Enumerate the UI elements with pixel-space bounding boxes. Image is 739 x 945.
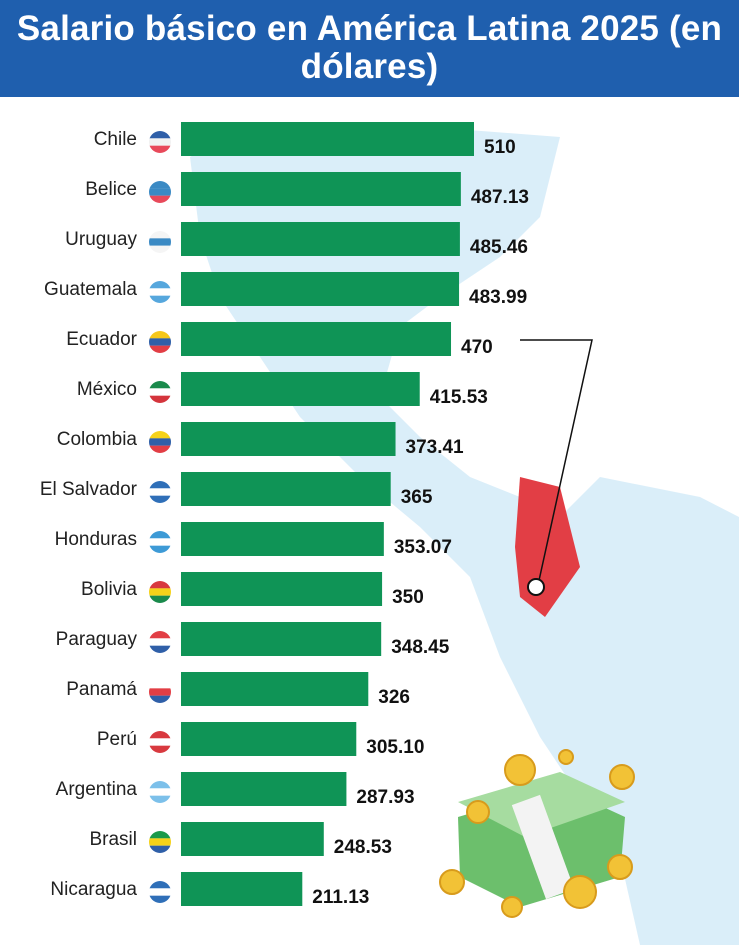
coin-icon <box>466 800 490 824</box>
callout-line <box>520 339 593 586</box>
flag-icon <box>149 181 171 203</box>
chart-title: Salario básico en América Latina 2025 (e… <box>0 0 739 86</box>
value-label: 305.10 <box>366 737 424 758</box>
bar-row: Guatemala 483.99 <box>44 272 527 308</box>
flag-icon <box>149 581 171 603</box>
bar-row: Paraguay 348.45 <box>56 622 450 658</box>
flag-icon <box>149 831 171 853</box>
value-label: 510 <box>484 137 516 158</box>
coin-icon <box>439 869 465 895</box>
value-label: 353.07 <box>394 537 452 558</box>
bar-row: México 415.53 <box>77 372 488 408</box>
value-label: 348.45 <box>391 637 450 658</box>
bar <box>181 672 369 706</box>
bar <box>181 372 420 406</box>
flag-icon <box>149 481 171 503</box>
value-label: 483.99 <box>469 287 527 308</box>
title-banner: Salario básico en América Latina 2025 (e… <box>0 0 739 97</box>
bar-row: Argentina 287.93 <box>56 772 415 808</box>
category-label: Brasil <box>89 829 137 850</box>
bar-row: Perú 305.10 <box>97 722 424 758</box>
bar <box>181 322 452 356</box>
category-label: Paraguay <box>56 629 138 650</box>
category-label: Panamá <box>66 679 137 700</box>
category-label: El Salvador <box>40 479 138 500</box>
bar-row: Honduras 353.07 <box>55 522 452 558</box>
flag-icon <box>149 231 171 253</box>
bar-row: Belice 487.13 <box>85 172 529 208</box>
bar-chart: Chile 510 Belice 487.13 Uruguay 485.46 Guatema… <box>40 122 739 945</box>
money-illustration <box>439 749 635 918</box>
flag-icon <box>149 631 171 653</box>
bar-row: El Salvador 365 <box>40 472 433 508</box>
category-label: Uruguay <box>65 229 137 250</box>
category-label: Colombia <box>57 429 138 450</box>
bar-row: Brasil 248.53 <box>89 822 392 858</box>
flag-icon <box>149 681 171 703</box>
category-label: Nicaragua <box>50 879 137 900</box>
category-label: Honduras <box>55 529 137 550</box>
bar-row: Ecuador 470 <box>66 322 493 358</box>
value-label: 248.53 <box>334 837 392 858</box>
bar <box>181 472 391 506</box>
bar <box>181 722 357 756</box>
bar-row: Panamá 326 <box>66 672 410 708</box>
callout-marker <box>527 578 545 596</box>
value-label: 470 <box>461 337 493 358</box>
bar <box>181 772 347 806</box>
category-label: México <box>77 379 137 400</box>
bar-row: Bolivia 350 <box>81 572 424 608</box>
bar <box>181 122 474 156</box>
category-label: Guatemala <box>44 279 137 300</box>
bar <box>181 572 383 606</box>
bar <box>181 522 384 556</box>
bar <box>181 272 460 306</box>
bar-row: Colombia 373.41 <box>57 422 464 458</box>
flag-icon <box>149 881 171 903</box>
flag-icon <box>149 781 171 803</box>
bars-group: Chile 510 Belice 487.13 Uruguay 485.46 Guatema… <box>40 122 529 908</box>
value-label: 350 <box>392 587 424 608</box>
category-label: Argentina <box>56 779 138 800</box>
value-label: 373.41 <box>406 437 465 458</box>
bar <box>181 872 303 906</box>
bar <box>181 422 396 456</box>
coin-icon <box>501 896 523 918</box>
coin-icon <box>607 854 633 880</box>
value-label: 487.13 <box>471 187 529 208</box>
cash-band <box>511 794 575 900</box>
bar <box>181 172 461 206</box>
value-label: 485.46 <box>470 237 528 258</box>
bar <box>181 622 382 656</box>
value-label: 211.13 <box>312 887 369 908</box>
flag-icon <box>149 531 171 553</box>
category-label: Perú <box>97 729 137 750</box>
bar <box>181 222 460 256</box>
flag-icon <box>149 331 171 353</box>
bar <box>181 822 324 856</box>
flag-icon <box>149 281 171 303</box>
coin-icon <box>563 875 597 909</box>
bar-row: Chile 510 <box>94 122 516 158</box>
value-label: 415.53 <box>430 387 488 408</box>
bar-row: Uruguay 485.46 <box>65 222 528 258</box>
title-text: Salario básico en América Latina 2025 (e… <box>16 9 723 86</box>
coin-icon <box>609 764 635 790</box>
flag-icon <box>149 131 171 153</box>
flag-icon <box>149 731 171 753</box>
category-label: Bolivia <box>81 579 137 600</box>
coin-icon <box>504 754 536 786</box>
flag-icon <box>149 431 171 453</box>
bar-row: Nicaragua 211.13 <box>50 872 369 908</box>
category-label: Ecuador <box>66 329 137 350</box>
coin-icon <box>558 749 574 765</box>
category-label: Chile <box>94 129 137 150</box>
category-label: Belice <box>85 179 137 200</box>
value-label: 287.93 <box>356 787 414 808</box>
value-label: 326 <box>378 687 410 708</box>
value-label: 365 <box>401 487 433 508</box>
flag-icon <box>149 381 171 403</box>
